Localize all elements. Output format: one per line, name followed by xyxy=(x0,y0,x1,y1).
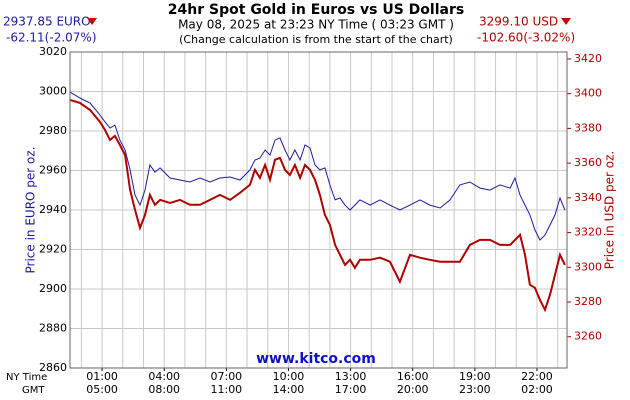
x2-tick-label: 20:00 xyxy=(397,383,429,396)
y-tick-label: 2940 xyxy=(39,203,67,216)
y-tick-label: 2920 xyxy=(39,243,67,256)
y2-tick-label: 3280 xyxy=(574,295,602,308)
y-tick-label: 2880 xyxy=(39,322,67,335)
price-line xyxy=(69,91,566,241)
x-tick-label: 13:00 xyxy=(335,370,367,383)
x-tick-label: 04:00 xyxy=(148,370,180,383)
chart-subtitle: May 08, 2025 at 23:23 NY Time ( 03:23 GM… xyxy=(178,18,454,32)
y-tick-label: 2960 xyxy=(39,164,67,177)
chart-note: (Change calculation is from the start of… xyxy=(179,33,453,46)
y2-tick-label: 3400 xyxy=(574,87,602,100)
x-axis-label: NY Time xyxy=(6,372,47,383)
x2-tick-label: 08:00 xyxy=(148,383,180,396)
x-tick-label: 22:00 xyxy=(521,370,553,383)
plot-area xyxy=(69,51,571,371)
y-tick-label: 3020 xyxy=(39,45,67,58)
plot-border xyxy=(69,51,568,369)
down-arrow xyxy=(87,18,97,25)
y2-tick-label: 3380 xyxy=(574,121,602,134)
x-tick-label: 01:00 xyxy=(86,370,118,383)
price-line xyxy=(69,98,566,313)
y2-axis-label: Price in USD per oz. xyxy=(603,151,617,270)
x-tick-label: 19:00 xyxy=(459,370,491,383)
down-arrow xyxy=(561,18,571,25)
x-tick-label: 16:00 xyxy=(397,370,429,383)
left-price: 2937.85 EURO xyxy=(3,15,91,29)
y-tick-label: 2980 xyxy=(39,124,67,137)
x2-tick-label: 05:00 xyxy=(86,383,118,396)
y-tick-label: 2860 xyxy=(39,361,67,374)
watermark: www.kitco.com xyxy=(256,351,376,367)
right-price: 3299.10 USD xyxy=(479,15,558,29)
x2-tick-label: 14:00 xyxy=(273,383,305,396)
y2-tick-label: 3260 xyxy=(574,330,602,343)
x2-tick-label: 11:00 xyxy=(210,383,242,396)
x2-tick-label: 02:00 xyxy=(521,383,553,396)
y2-tick-label: 3360 xyxy=(574,156,602,169)
x-tick-label: 07:00 xyxy=(210,370,242,383)
x-tick-label: 10:00 xyxy=(273,370,305,383)
left-change: -62.11(-2.07%) xyxy=(6,31,97,45)
chart-title: 24hr Spot Gold in Euros vs US Dollars xyxy=(168,2,464,18)
y2-tick-label: 3320 xyxy=(574,226,602,239)
y2-tick-label: 3420 xyxy=(574,52,602,65)
x2-axis-label: GMT xyxy=(22,385,45,396)
y2-tick-label: 3340 xyxy=(574,191,602,204)
y-tick-label: 3000 xyxy=(39,85,67,98)
y2-tick-label: 3300 xyxy=(574,260,602,273)
x2-tick-label: 23:00 xyxy=(459,383,491,396)
y-tick-label: 2900 xyxy=(39,282,67,295)
right-change: -102.60(-3.02%) xyxy=(477,31,575,45)
x2-tick-label: 17:00 xyxy=(335,383,367,396)
y-axis-label: Price in EURO per oz. xyxy=(24,146,38,273)
